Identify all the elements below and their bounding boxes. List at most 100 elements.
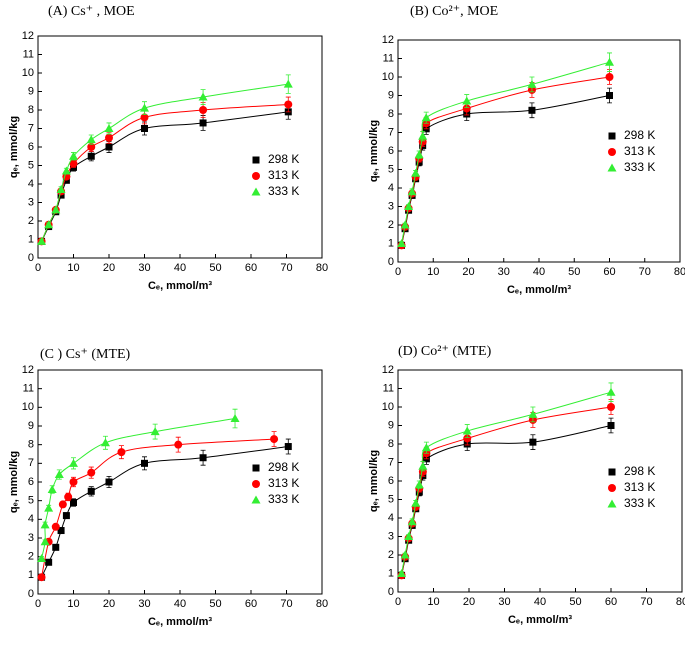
y-tick-label: 10	[22, 401, 34, 413]
y-tick-label: 12	[22, 30, 34, 42]
x-tick-label: 40	[174, 598, 186, 610]
marker-square	[87, 487, 95, 495]
y-tick-label: 11	[23, 383, 34, 395]
fit-curve	[41, 83, 289, 242]
marker-triangle	[400, 220, 410, 229]
legend-marker	[608, 468, 616, 476]
marker-triangle	[69, 458, 78, 467]
marker-square	[57, 527, 65, 535]
marker-circle	[607, 403, 615, 411]
x-tick-label: 50	[569, 596, 581, 608]
x-tick-label: 20	[103, 598, 115, 610]
y-axis-label: qₑ, mmol/kg	[368, 120, 380, 182]
marker-circle	[284, 100, 293, 109]
y-tick-label: 0	[28, 588, 34, 600]
x-tick-label: 40	[174, 262, 186, 274]
y-tick-label: 1	[28, 569, 34, 581]
marker-triangle	[104, 124, 114, 132]
legend-label: 313 K	[624, 144, 655, 158]
legend-label: 313 K	[624, 480, 655, 494]
marker-triangle	[462, 426, 472, 435]
x-tick-label: 20	[103, 262, 115, 274]
fit-curve	[41, 438, 275, 578]
marker-square	[199, 119, 207, 127]
marker-circle	[58, 500, 67, 509]
y-tick-label: 0	[388, 586, 394, 598]
marker-triangle	[421, 443, 431, 452]
marker-square	[62, 512, 70, 520]
x-tick-label: 0	[395, 266, 401, 278]
panel-title: (B) Co²⁺, MOE	[410, 4, 498, 19]
y-tick-label: 8	[28, 439, 34, 451]
marker-circle	[87, 468, 96, 477]
marker-triangle	[44, 220, 54, 229]
marker-triangle	[150, 427, 160, 436]
y-tick-label: 4	[28, 178, 34, 190]
marker-triangle	[407, 517, 417, 526]
y-tick-label: 0	[388, 256, 394, 268]
marker-triangle	[44, 503, 54, 512]
y-tick-label: 6	[28, 141, 34, 153]
legend-marker	[608, 132, 616, 140]
x-tick-label: 60	[245, 598, 257, 610]
marker-circle	[105, 133, 113, 142]
legend-label: 298 K	[624, 464, 655, 478]
y-tick-label: 6	[388, 145, 394, 157]
y-axis-label: qₑ, mmol/kg	[368, 450, 380, 512]
x-tick-label: 80	[674, 266, 685, 278]
marker-circle	[463, 434, 472, 443]
y-tick-label: 11	[23, 48, 34, 60]
marker-triangle	[198, 92, 208, 101]
y-tick-label: 6	[28, 476, 34, 488]
marker-circle	[51, 522, 60, 531]
x-tick-label: 30	[498, 266, 510, 278]
fit-curve	[401, 61, 610, 244]
legend-label: 333 K	[624, 160, 655, 174]
y-tick-label: 9	[388, 419, 394, 431]
panel-title: (C ) Cs⁺ (MTE)	[40, 347, 131, 362]
x-tick-label: 0	[35, 598, 41, 610]
fit-curve	[41, 446, 289, 578]
marker-triangle	[40, 537, 50, 546]
marker-triangle	[37, 236, 47, 245]
x-axis-label: Cₑ, mmol/m³	[148, 280, 212, 292]
x-tick-label: 10	[67, 598, 79, 610]
marker-square	[199, 454, 207, 462]
marker-circle	[87, 143, 96, 151]
y-tick-label: 3	[388, 200, 394, 212]
x-tick-label: 0	[395, 596, 401, 608]
marker-triangle	[421, 113, 431, 122]
marker-circle	[69, 159, 78, 168]
marker-triangle	[100, 438, 110, 447]
legend-label: 298 K	[268, 460, 299, 474]
y-tick-label: 5	[388, 163, 394, 175]
y-tick-label: 12	[382, 34, 394, 46]
marker-triangle	[54, 470, 64, 479]
x-tick-label: 70	[280, 262, 292, 274]
y-axis-label: qₑ, mmol/kg	[8, 451, 20, 513]
x-tick-label: 70	[280, 598, 292, 610]
marker-square	[45, 558, 53, 566]
y-tick-label: 5	[388, 493, 394, 505]
marker-triangle	[86, 135, 96, 144]
x-tick-label: 40	[534, 596, 546, 608]
y-tick-label: 5	[28, 159, 34, 171]
marker-circle	[69, 478, 78, 486]
marker-triangle	[411, 168, 421, 177]
panel-title: (D) Co²⁺ (MTE)	[398, 344, 492, 359]
y-tick-label: 5	[28, 495, 34, 507]
panel-title: (A) Cs⁺ , MOE	[48, 4, 135, 19]
marker-triangle	[418, 461, 428, 470]
y-tick-label: 3	[388, 530, 394, 542]
marker-circle	[117, 448, 126, 457]
plot-frame	[37, 35, 323, 259]
marker-circle	[462, 104, 471, 113]
marker-triangle	[69, 151, 78, 160]
marker-triangle	[404, 202, 414, 210]
x-tick-label: 10	[67, 262, 79, 274]
y-tick-label: 3	[28, 532, 34, 544]
x-tick-label: 20	[462, 266, 474, 278]
marker-square	[105, 143, 113, 151]
legend-label: 333 K	[268, 184, 299, 198]
